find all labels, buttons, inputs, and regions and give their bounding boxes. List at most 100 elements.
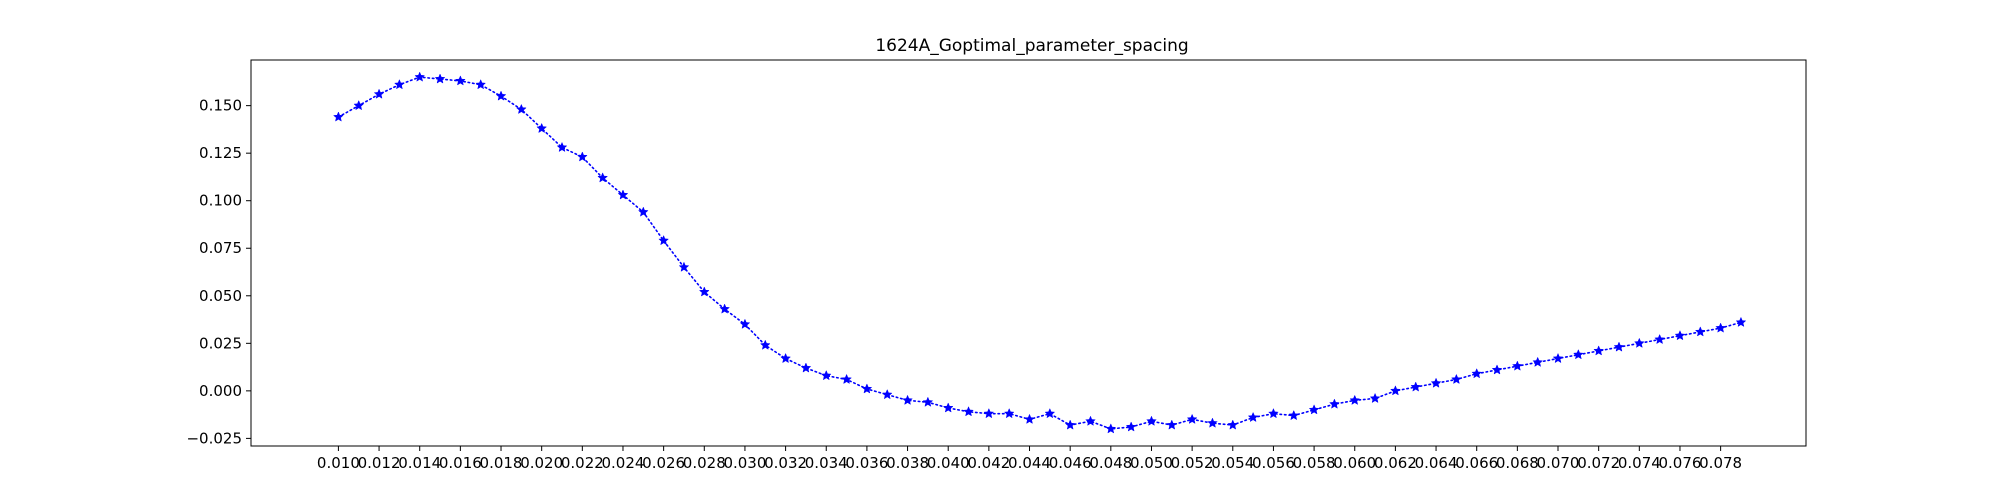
data-point-star bbox=[658, 234, 670, 246]
y-tick-label: 0.100 bbox=[199, 192, 242, 210]
x-tick-label: 0.012 bbox=[358, 454, 401, 472]
x-tick-label: 0.016 bbox=[439, 454, 482, 472]
data-point-star bbox=[495, 90, 507, 101]
data-point-star bbox=[1511, 360, 1523, 371]
data-point-star bbox=[1613, 341, 1625, 352]
series-line bbox=[337, 76, 1742, 430]
x-axis: 0.0100.0120.0140.0160.0180.0200.0220.024… bbox=[317, 446, 1742, 472]
data-point-star bbox=[759, 339, 771, 350]
data-point-star bbox=[1654, 333, 1666, 345]
y-tick-label: −0.025 bbox=[186, 429, 242, 447]
data-point-star bbox=[1410, 381, 1422, 392]
data-point-star bbox=[1430, 377, 1442, 388]
plot-area bbox=[250, 59, 1807, 447]
data-point-star bbox=[536, 122, 548, 134]
x-tick-label: 0.020 bbox=[520, 454, 563, 472]
data-point-star bbox=[800, 362, 812, 373]
x-tick-label: 0.052 bbox=[1171, 454, 1214, 472]
data-point-star bbox=[983, 408, 995, 419]
y-tick-label: 0.000 bbox=[199, 382, 242, 400]
x-tick-label: 0.024 bbox=[602, 454, 645, 472]
y-axis: 0.150 0.125 0.100 0.075 0.050 0.025 0.000 −0.02… bbox=[186, 97, 251, 447]
data-point-star bbox=[1207, 417, 1218, 428]
data-point-star bbox=[414, 71, 426, 82]
data-point-star bbox=[698, 286, 710, 297]
x-tick-label: 0.072 bbox=[1577, 454, 1620, 472]
data-point-star bbox=[434, 73, 446, 84]
data-point-star bbox=[1369, 392, 1381, 404]
data-point-star bbox=[1247, 411, 1259, 423]
data-point-star bbox=[1227, 419, 1239, 430]
x-tick-label: 0.058 bbox=[1293, 454, 1336, 472]
data-point-star bbox=[475, 79, 487, 90]
data-point-star bbox=[597, 172, 609, 183]
y-tick-label: 0.050 bbox=[199, 287, 242, 305]
data-point-star bbox=[1735, 316, 1747, 327]
x-tick-label: 0.062 bbox=[1374, 454, 1417, 472]
data-point-star bbox=[1308, 404, 1320, 415]
x-tick-label: 0.078 bbox=[1699, 454, 1742, 472]
chart-title: 1624A_Goptimal_parameter_spacing bbox=[875, 36, 1188, 56]
x-tick-label: 0.044 bbox=[1008, 454, 1051, 472]
data-point-star bbox=[515, 103, 527, 115]
x-tick-label: 0.018 bbox=[480, 454, 523, 472]
x-tick-label: 0.048 bbox=[1089, 454, 1132, 472]
x-tick-label: 0.056 bbox=[1252, 454, 1295, 472]
data-point-star bbox=[1268, 408, 1279, 419]
y-tick-label: 0.025 bbox=[199, 334, 242, 352]
x-tick-label: 0.066 bbox=[1455, 454, 1498, 472]
x-tick-label: 0.022 bbox=[561, 454, 604, 472]
data-point-star bbox=[1552, 352, 1564, 364]
data-point-star bbox=[373, 88, 385, 99]
data-point-star bbox=[1003, 408, 1015, 419]
y-tick-label: 0.150 bbox=[199, 97, 242, 115]
x-tick-label: 0.014 bbox=[398, 454, 441, 472]
data-point-star bbox=[394, 79, 405, 90]
x-tick-label: 0.026 bbox=[642, 454, 685, 472]
x-tick-label: 0.074 bbox=[1618, 454, 1661, 472]
data-point-star bbox=[942, 402, 954, 413]
data-point-star bbox=[922, 396, 934, 407]
data-point-star bbox=[353, 99, 365, 111]
data-point-star bbox=[841, 373, 852, 385]
data-point-star bbox=[780, 352, 791, 364]
data-point-star bbox=[902, 394, 913, 405]
data-point-star bbox=[1186, 413, 1198, 424]
data-point-star bbox=[719, 303, 730, 314]
x-tick-label: 0.034 bbox=[805, 454, 848, 472]
data-point-star bbox=[739, 318, 751, 329]
data-point-star bbox=[576, 151, 588, 162]
y-tick-label: 0.125 bbox=[199, 144, 242, 162]
data-point-star bbox=[454, 75, 466, 86]
data-point-star bbox=[881, 389, 893, 400]
data-point-star bbox=[820, 369, 832, 381]
data-point-star bbox=[963, 406, 974, 417]
x-tick-label: 0.010 bbox=[317, 454, 360, 472]
data-point-star bbox=[1146, 415, 1157, 426]
x-tick-label: 0.070 bbox=[1537, 454, 1580, 472]
data-point-star bbox=[617, 189, 629, 200]
data-point-star bbox=[1329, 398, 1340, 409]
x-tick-label: 0.076 bbox=[1658, 454, 1701, 472]
x-tick-label: 0.040 bbox=[927, 454, 970, 472]
data-point-star bbox=[1572, 349, 1584, 360]
data-point-star bbox=[1064, 419, 1076, 430]
x-tick-label: 0.054 bbox=[1211, 454, 1254, 472]
data-point-star bbox=[1024, 413, 1035, 424]
data-point-star bbox=[1471, 368, 1483, 379]
x-tick-label: 0.032 bbox=[764, 454, 807, 472]
data-point-star bbox=[1491, 364, 1503, 375]
data-point-star bbox=[678, 261, 690, 272]
x-tick-label: 0.038 bbox=[886, 454, 929, 472]
data-point-star bbox=[1105, 423, 1117, 434]
x-tick-label: 0.028 bbox=[683, 454, 726, 472]
data-point-star bbox=[1288, 409, 1300, 421]
data-point-star bbox=[1633, 337, 1645, 348]
data-point-star bbox=[1715, 322, 1726, 333]
x-tick-label: 0.064 bbox=[1415, 454, 1458, 472]
x-tick-label: 0.030 bbox=[723, 454, 766, 472]
data-point-star bbox=[637, 206, 649, 217]
data-point-star bbox=[1674, 330, 1686, 341]
data-point-star bbox=[1085, 415, 1096, 426]
